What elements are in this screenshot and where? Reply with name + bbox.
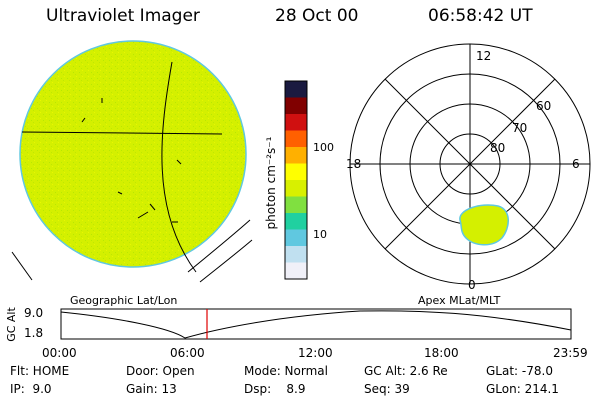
info-gcalt: GC Alt: 2.6 Re bbox=[364, 364, 448, 378]
latitude-line bbox=[21, 131, 223, 135]
lat-label-80: 80 bbox=[490, 141, 505, 155]
color-bar-stripe bbox=[285, 163, 307, 181]
info-glat: GLat: -78.0 bbox=[486, 364, 553, 378]
color-bar-stripe bbox=[285, 81, 307, 98]
info-ip: IP: 9.0 bbox=[10, 382, 52, 396]
info-dsp: Dsp: 8.9 bbox=[244, 382, 306, 396]
time-tick-3: 18:00 bbox=[424, 346, 459, 360]
info-flt: Flt: HOME bbox=[10, 364, 70, 378]
color-bar-stripe bbox=[285, 147, 307, 164]
color-bar-stripe bbox=[285, 114, 307, 131]
color-bar-stripe bbox=[285, 130, 307, 148]
earth-disk bbox=[19, 40, 247, 268]
polar-plot: 12 18 6 0 60 70 80 bbox=[346, 43, 591, 292]
edge-curve-right bbox=[187, 219, 251, 273]
instrument-title: Ultraviolet Imager bbox=[46, 6, 200, 26]
color-bar-stripe bbox=[285, 180, 307, 197]
edge-curve-right-2 bbox=[199, 239, 253, 283]
color-bar-stripe bbox=[285, 229, 307, 247]
color-bar-tick-100: 100 bbox=[313, 141, 334, 154]
altitude-curve bbox=[60, 310, 572, 339]
time-tick-2: 12:00 bbox=[298, 346, 333, 360]
geo-caption: Geographic Lat/Lon bbox=[70, 294, 178, 307]
color-bar-tick-10: 10 bbox=[313, 228, 327, 241]
time-tick-0: 00:00 bbox=[42, 346, 77, 360]
color-bar-stripe bbox=[285, 196, 307, 214]
info-gain: Gain: 13 bbox=[126, 382, 177, 396]
altitude-timeline bbox=[60, 308, 572, 340]
info-glon: GLon: 214.1 bbox=[486, 382, 559, 396]
mlt-label-6: 6 bbox=[572, 157, 580, 171]
auroral-oval bbox=[459, 204, 509, 246]
longitude-curve bbox=[161, 61, 197, 273]
info-seq: Seq: 39 bbox=[364, 382, 410, 396]
time-tick-4: 23:59 bbox=[553, 346, 588, 360]
time-tick-1: 06:00 bbox=[170, 346, 205, 360]
date-label: 28 Oct 00 bbox=[275, 6, 359, 26]
color-bar bbox=[284, 80, 308, 280]
time-label: 06:58:42 UT bbox=[428, 6, 533, 26]
lat-label-60: 60 bbox=[536, 99, 551, 113]
timeline-ymin: 1.8 bbox=[24, 326, 44, 340]
mlt-label-12: 12 bbox=[476, 49, 491, 63]
color-bar-stripe bbox=[285, 246, 307, 263]
color-bar-unit-label: photon cm⁻²s⁻¹ bbox=[264, 136, 278, 230]
color-bar-stripe bbox=[285, 97, 307, 115]
polar-caption: Apex MLat/MLT bbox=[418, 294, 501, 307]
lat-label-70: 70 bbox=[512, 121, 527, 135]
mlt-label-18: 18 bbox=[346, 157, 361, 171]
info-door: Door: Open bbox=[126, 364, 195, 378]
geographic-image bbox=[11, 40, 253, 283]
mlt-label-0: 0 bbox=[468, 278, 476, 292]
color-bar-stripe bbox=[285, 262, 307, 280]
timeline-ymax: 9.0 bbox=[24, 306, 44, 320]
info-mode: Mode: Normal bbox=[244, 364, 328, 378]
timeline-ylabel: GC Alt bbox=[4, 307, 18, 342]
color-bar-stripe bbox=[285, 213, 307, 230]
edge-curve-left bbox=[11, 251, 33, 281]
